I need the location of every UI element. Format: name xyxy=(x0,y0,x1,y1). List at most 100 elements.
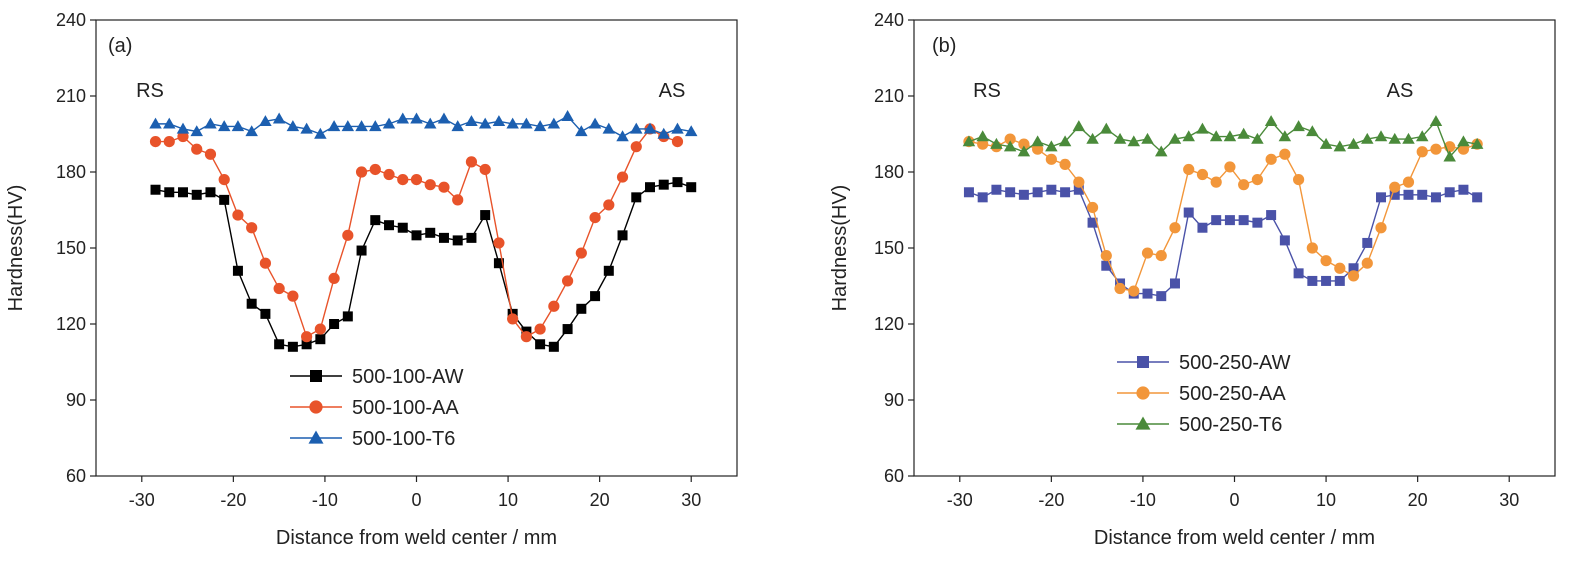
data-point xyxy=(396,112,410,124)
series-500-100-aa xyxy=(149,123,684,343)
data-point xyxy=(314,127,327,139)
data-point xyxy=(535,339,546,350)
data-point xyxy=(1416,146,1428,158)
data-point xyxy=(645,182,656,193)
legend-label: 500-100-AW xyxy=(352,366,464,388)
data-point xyxy=(1154,145,1168,157)
data-point xyxy=(1168,132,1182,144)
data-point xyxy=(1279,148,1291,160)
data-point xyxy=(1348,263,1359,274)
data-point xyxy=(1059,158,1071,170)
data-point xyxy=(329,319,340,329)
data-point xyxy=(1251,132,1264,144)
data-point xyxy=(301,331,313,343)
data-point xyxy=(1347,270,1360,282)
data-point xyxy=(1334,275,1345,286)
data-point xyxy=(424,179,436,191)
data-point xyxy=(976,130,989,142)
data-point xyxy=(163,136,175,148)
y-tick-label: 150 xyxy=(874,238,904,258)
data-point xyxy=(1209,130,1223,142)
data-point xyxy=(631,192,642,203)
data-point xyxy=(273,282,285,295)
y-tick-label: 180 xyxy=(874,162,904,182)
data-point xyxy=(219,194,230,205)
data-point xyxy=(1196,122,1209,134)
as-annotation: AS xyxy=(659,80,686,102)
panel-b: -30 -20 -10 0 10 20 30 60 90 120 150 180 210 240 Dista… xyxy=(829,10,1556,549)
legend-marker xyxy=(1137,356,1149,368)
x-tick-label: 20 xyxy=(590,490,610,510)
data-point xyxy=(492,115,506,127)
data-point xyxy=(1072,120,1086,132)
data-point xyxy=(274,339,285,350)
data-point xyxy=(356,245,367,256)
data-point xyxy=(1266,210,1277,221)
data-point xyxy=(1252,217,1263,228)
data-point xyxy=(1402,176,1415,188)
data-point xyxy=(1224,215,1235,226)
data-point xyxy=(466,232,477,243)
y-tick-label: 210 xyxy=(56,86,86,106)
x-tick-label: -10 xyxy=(1130,490,1156,510)
rs-annotation: RS xyxy=(973,80,1001,102)
data-point xyxy=(520,331,532,343)
data-point xyxy=(1457,135,1470,147)
data-point xyxy=(991,184,1002,195)
data-point xyxy=(1156,291,1167,302)
data-point xyxy=(493,258,504,269)
y-tick-label: 240 xyxy=(56,10,86,30)
data-point xyxy=(1086,132,1099,144)
data-point xyxy=(657,127,670,139)
data-point xyxy=(451,120,464,132)
legend-marker xyxy=(1135,416,1151,430)
data-point xyxy=(658,179,669,190)
data-point xyxy=(1374,130,1388,142)
data-point xyxy=(1362,237,1373,248)
data-point xyxy=(1361,257,1373,269)
data-point xyxy=(630,141,642,153)
series-line xyxy=(155,115,692,138)
data-point xyxy=(1279,235,1290,246)
data-point xyxy=(465,156,478,168)
data-point xyxy=(1306,242,1318,254)
data-point xyxy=(1238,215,1249,226)
x-tick-label: -20 xyxy=(1038,490,1064,510)
data-point xyxy=(602,122,616,134)
series-line xyxy=(155,181,692,348)
data-point xyxy=(576,303,587,314)
data-point xyxy=(1197,222,1208,233)
data-point xyxy=(286,120,300,132)
data-point xyxy=(149,117,162,129)
data-point xyxy=(671,136,684,148)
data-point xyxy=(1265,153,1277,165)
data-point xyxy=(190,125,203,137)
data-point xyxy=(616,130,629,142)
legend-entry: 500-100-T6 xyxy=(290,428,455,450)
data-point xyxy=(1032,143,1044,155)
series-500-250-t6 xyxy=(962,115,1484,162)
data-point xyxy=(1319,137,1333,149)
x-tick-label: -30 xyxy=(129,490,155,510)
data-point xyxy=(437,112,451,124)
data-point xyxy=(548,341,559,352)
data-point xyxy=(287,290,299,302)
data-point xyxy=(452,235,463,246)
legend-entry: 500-250-AW xyxy=(1117,352,1291,374)
data-point xyxy=(990,137,1003,149)
data-point xyxy=(1472,192,1483,203)
data-point xyxy=(246,298,257,309)
data-point xyxy=(520,117,533,129)
data-point xyxy=(259,257,272,269)
data-point xyxy=(1060,187,1071,198)
data-point xyxy=(411,230,422,241)
y-tick-label: 90 xyxy=(884,390,904,410)
data-point xyxy=(369,163,381,176)
legend-entry: 500-100-AW xyxy=(290,366,464,388)
data-point xyxy=(328,272,340,284)
data-point xyxy=(1403,189,1414,200)
data-point xyxy=(465,115,478,127)
data-point xyxy=(1321,275,1332,286)
data-point xyxy=(1183,163,1195,176)
data-point xyxy=(1333,140,1347,152)
